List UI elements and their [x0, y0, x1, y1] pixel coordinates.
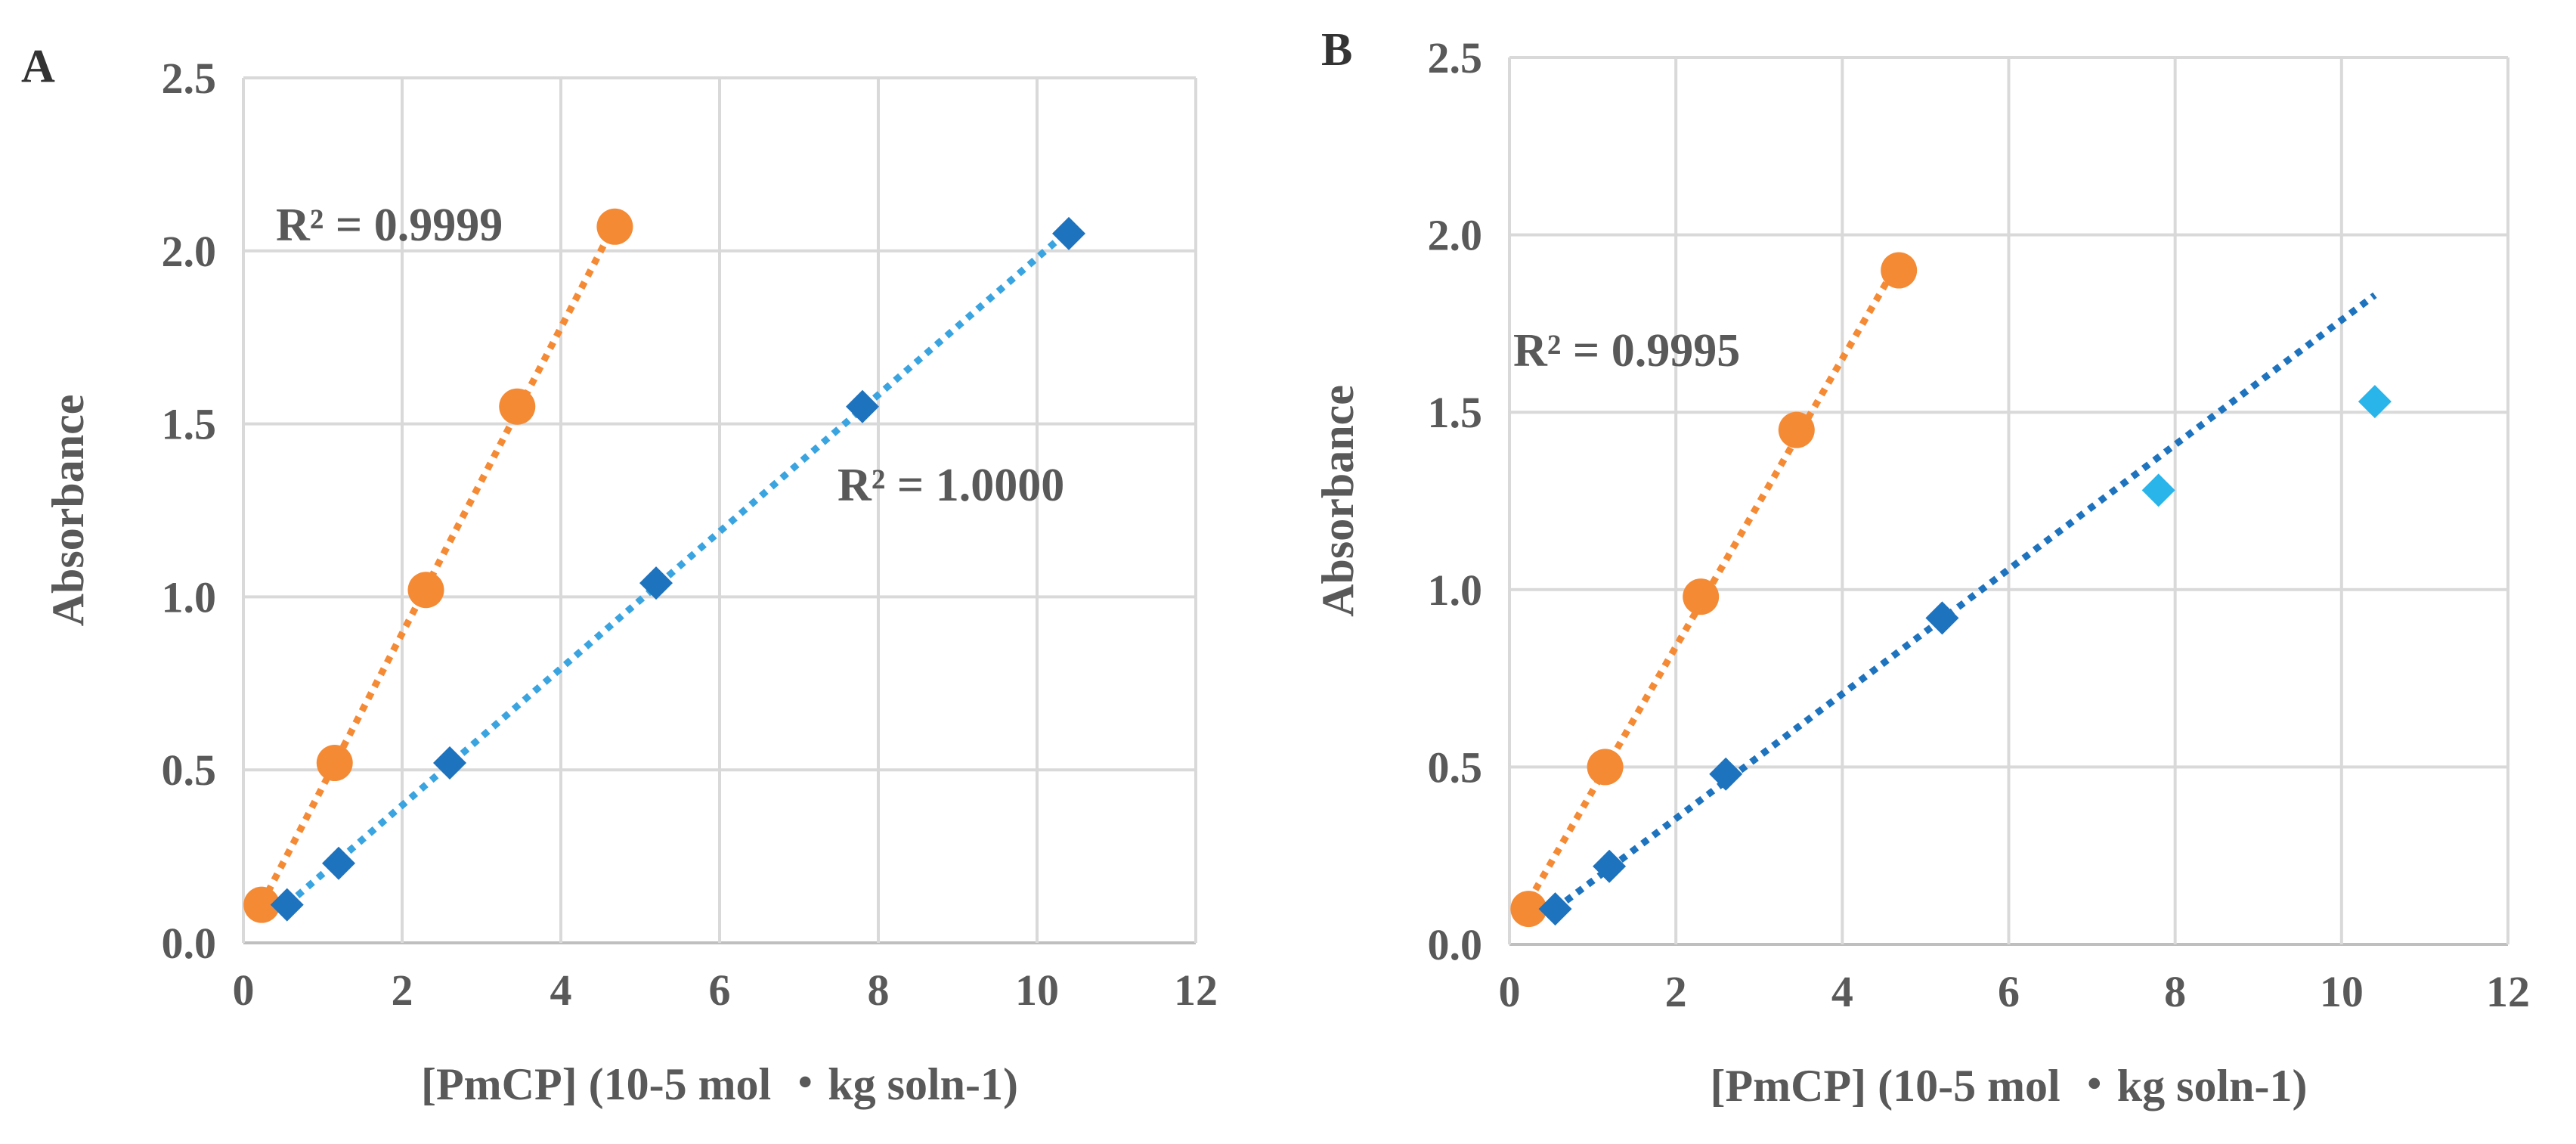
panel-label: B — [1321, 24, 1352, 76]
data-point-blue — [270, 888, 304, 922]
x-tick-label: 0 — [233, 966, 255, 1015]
data-point-orange — [243, 886, 280, 923]
data-point-orange — [316, 745, 353, 782]
x-tick-label: 6 — [1998, 967, 2020, 1016]
y-tick-label: 2.5 — [1428, 33, 1483, 82]
x-tick-label: 4 — [1831, 967, 1853, 1016]
panel-b: B 0.0 0.5 1.0 1.5 2.0 2.5 0 2 4 6 8 10 12 [PmCP] (10-5… — [1313, 24, 2530, 1111]
panel-label: A — [21, 41, 55, 92]
x-axis-title: [PmCP] (10-5 mol ・kg soln-1) — [421, 1059, 1018, 1109]
y-tick-label: 1.0 — [162, 572, 217, 622]
y-tick-label: 0.5 — [162, 746, 217, 795]
y-tick-label: 0.0 — [162, 919, 217, 968]
x-tick-label: 12 — [2486, 967, 2530, 1016]
y-tick-label: 1.0 — [1428, 566, 1483, 615]
trendline-blue — [1553, 292, 2377, 912]
data-point-orange — [1778, 411, 1815, 448]
data-point-light-blue — [2358, 385, 2392, 419]
y-tick-label: 2.0 — [1428, 211, 1483, 260]
r2-label-orange: R² = 0.9999 — [276, 200, 503, 251]
data-point-orange — [1683, 578, 1720, 615]
data-point-orange — [1587, 749, 1624, 786]
x-tick-label: 6 — [709, 966, 731, 1015]
trendline-blue — [284, 228, 1071, 907]
data-point-blue — [639, 566, 673, 600]
trendline-orange — [1525, 259, 1903, 904]
y-tick-label: 0.0 — [1428, 920, 1483, 969]
r2-label-blue: R² = 1.0000 — [838, 460, 1064, 511]
r2-label-orange: R² = 0.9995 — [1513, 325, 1740, 377]
data-point-orange — [407, 572, 444, 609]
x-axis-title: [PmCP] (10-5 mol ・kg soln-1) — [1711, 1061, 2308, 1111]
x-tick-label: 8 — [2164, 967, 2186, 1016]
x-tick-label: 10 — [2320, 967, 2364, 1016]
data-point-blue — [1925, 601, 1959, 635]
y-tick-label: 2.0 — [162, 227, 217, 276]
y-tick-label: 1.5 — [162, 400, 217, 449]
x-tick-label: 8 — [868, 966, 890, 1015]
data-point-blue — [433, 746, 466, 780]
data-point-blue — [1593, 849, 1627, 883]
data-point-orange — [1510, 891, 1547, 928]
panel-a: A 0.0 0.5 1.0 1.5 2.0 2.5 0 2 4 6 8 10 12 [PmCP] (10-5… — [21, 41, 1218, 1109]
x-tick-label: 12 — [1174, 966, 1218, 1015]
y-tick-label: 1.5 — [1428, 388, 1483, 437]
y-axis-title: Absorbance — [1313, 385, 1363, 617]
data-point-blue — [322, 846, 355, 880]
y-tick-label: 0.5 — [1428, 743, 1483, 792]
data-point-blue — [1709, 757, 1743, 791]
data-point-orange — [1881, 252, 1918, 289]
data-point-blue — [846, 389, 879, 423]
data-point-orange — [596, 208, 633, 245]
y-axis-title: Absorbance — [43, 395, 93, 627]
data-point-light-blue — [2141, 473, 2175, 507]
trendline-orange — [259, 222, 618, 906]
y-tick-label: 2.5 — [162, 54, 217, 103]
x-tick-label: 0 — [1499, 967, 1521, 1016]
data-point-blue — [1538, 892, 1572, 926]
x-tick-label: 10 — [1015, 966, 1059, 1015]
x-tick-label: 2 — [392, 966, 413, 1015]
x-tick-label: 2 — [1665, 967, 1687, 1016]
data-point-orange — [499, 388, 536, 425]
data-point-blue — [1052, 216, 1085, 250]
x-tick-label: 4 — [550, 966, 572, 1015]
